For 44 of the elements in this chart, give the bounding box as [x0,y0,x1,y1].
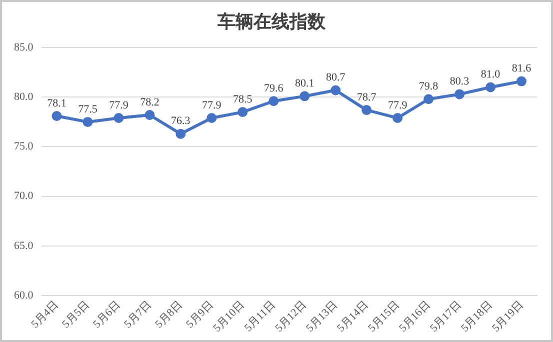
data-label: 79.8 [418,80,439,93]
point [144,110,155,120]
point [238,107,248,118]
x-tick-label: 5月5日 [60,298,92,331]
data-label: 81.0 [480,68,501,81]
point [424,94,434,104]
data-label: 78.1 [47,97,66,110]
point [176,128,186,139]
point [114,112,124,123]
data-label: 78.5 [233,93,253,106]
point [330,85,341,96]
x-tick-label: 5月8日 [153,298,185,331]
point [454,89,465,100]
point [52,111,62,122]
point [82,116,93,127]
y-tick-label: 85.0 [14,41,34,54]
data-label: 80.7 [326,72,346,84]
data-label: 78.7 [356,91,377,104]
point [300,91,310,102]
x-tick-label: 5月7日 [122,298,154,331]
data-label: 76.3 [171,115,191,128]
data-label: 77.5 [78,103,98,116]
data-label: 80.3 [450,76,470,88]
data-label: 78.2 [140,96,160,108]
data-label: 81.6 [512,62,532,75]
point [206,112,217,123]
x-tick-label: 5月4日 [29,298,61,331]
point [486,82,496,92]
point [362,105,372,116]
data-label: 77.9 [109,99,129,112]
data-label: 79.6 [264,82,284,95]
data-label: 77.9 [388,99,408,112]
point [392,112,403,123]
x-tick-label: 5月6日 [91,298,123,331]
y-tick-label: 60.0 [14,289,34,302]
data-label: 77.9 [202,99,222,112]
data-label: 80.1 [294,78,314,90]
y-tick-label: 75.0 [14,140,34,153]
y-tick-label: 70.0 [14,190,34,202]
y-tick-label: 80.0 [14,91,34,104]
y-tick-label: 65.0 [14,240,34,252]
point [268,96,279,106]
chart-title: 车辆在线指数 [216,11,326,32]
point [516,76,527,86]
